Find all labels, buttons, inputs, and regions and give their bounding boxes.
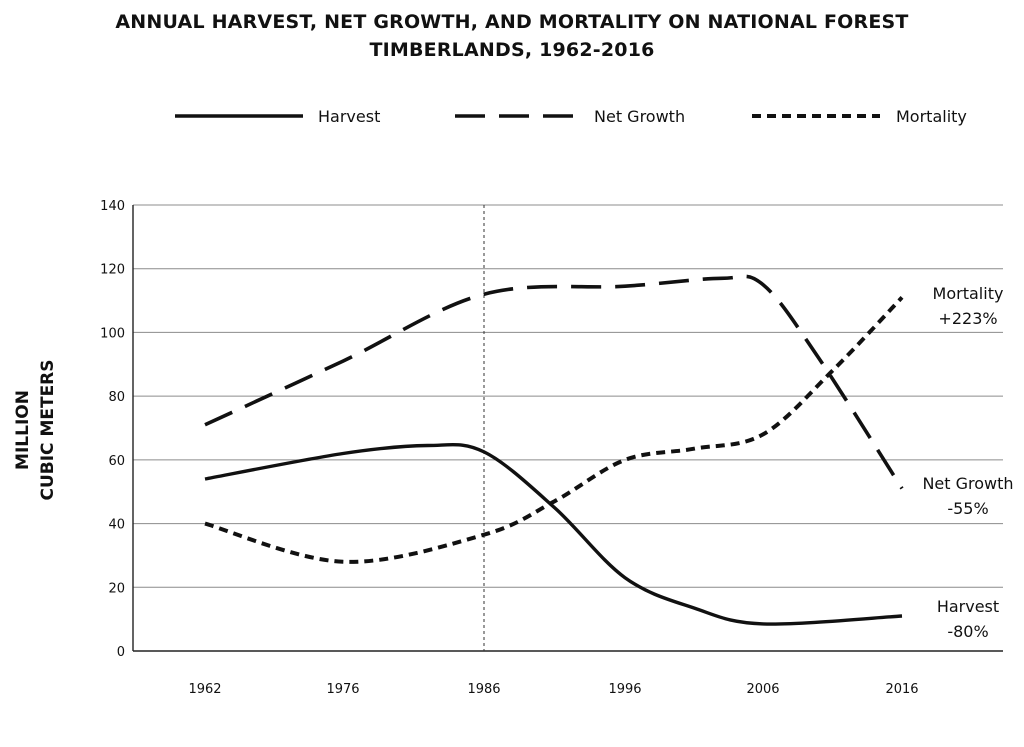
x-tick-label: 2016 — [885, 682, 918, 697]
y-tick-label: 100 — [100, 326, 125, 341]
series-line-mortality — [204, 296, 904, 564]
y-tick-label: 20 — [108, 581, 125, 596]
end-label-mortality: +223% — [938, 309, 997, 328]
end-label-harvest: -80% — [947, 622, 988, 641]
x-tick-label: 1976 — [326, 682, 359, 697]
chart-title-line-2: TIMBERLANDS, 1962-2016 — [369, 39, 655, 61]
chart-title: ANNUAL HARVEST, NET GROWTH, AND MORTALIT… — [0, 8, 1024, 64]
series-line-net-growth — [204, 274, 904, 490]
y-tick-label: 80 — [108, 390, 125, 405]
chart-title-line-1: ANNUAL HARVEST, NET GROWTH, AND MORTALIT… — [115, 11, 909, 33]
end-label-mortality: Mortality — [933, 284, 1004, 303]
end-label-net-growth: Net Growth — [922, 474, 1013, 493]
series-line-harvest — [204, 442, 903, 626]
y-axis-label-line-1: MILLION — [13, 390, 33, 470]
x-tick-label: 1996 — [608, 682, 641, 697]
y-tick-label: 120 — [100, 263, 125, 278]
legend-label-net-growth: Net Growth — [594, 107, 685, 126]
y-tick-label: 60 — [108, 454, 125, 469]
x-tick-label: 2006 — [746, 682, 779, 697]
y-tick-label: 0 — [117, 645, 125, 660]
x-tick-label: 1986 — [467, 682, 500, 697]
x-tick-label: 1962 — [188, 682, 221, 697]
end-label-harvest: Harvest — [937, 597, 999, 616]
legend-label-harvest: Harvest — [318, 107, 380, 126]
y-axis-label-line-2: CUBIC METERS — [38, 359, 58, 500]
end-label-net-growth: -55% — [947, 499, 988, 518]
y-tick-label: 40 — [108, 518, 125, 533]
legend-label-mortality: Mortality — [896, 107, 967, 126]
y-tick-label: 140 — [100, 199, 125, 214]
